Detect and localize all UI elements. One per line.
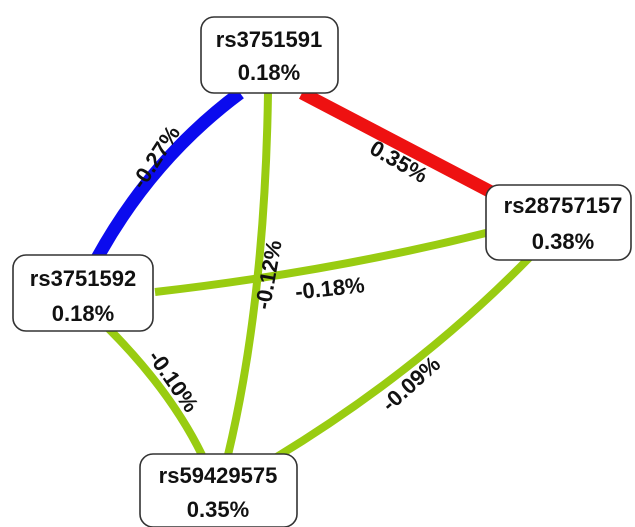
edge-rs28757157-rs59429575: [272, 254, 533, 462]
node-rs3751592: rs3751592 0.18%: [12, 254, 154, 332]
edge-rs3751591-rs3751592: [89, 87, 244, 266]
edge-rs3751591-rs59429575: [224, 92, 272, 456]
edge-label-rs3751592-rs28757157: -0.18%: [294, 272, 366, 304]
node-rs59429575: rs59429575 0.35%: [139, 453, 298, 527]
node-value: 0.35%: [187, 497, 249, 522]
node-rs3751591: rs3751591 0.18%: [200, 16, 339, 94]
node-box: [12, 254, 154, 332]
edge-rs3751591-rs28757157: [298, 87, 498, 200]
node-box: [139, 453, 298, 527]
node-label: rs3751592: [30, 266, 136, 291]
node-label: rs3751591: [216, 27, 322, 52]
node-rs28757157: rs28757157 0.38%: [485, 184, 632, 261]
node-value: 0.38%: [532, 229, 594, 254]
edges: [89, 87, 533, 462]
edge-rs3751592-rs28757157: [154, 228, 491, 296]
node-label: rs28757157: [504, 193, 623, 218]
node-label: rs59429575: [159, 463, 278, 488]
node-box: [200, 16, 339, 94]
node-box: [485, 184, 632, 261]
node-value: 0.18%: [52, 301, 114, 326]
edge-rs3751592-rs59429575: [105, 325, 206, 457]
node-value: 0.18%: [238, 60, 300, 85]
